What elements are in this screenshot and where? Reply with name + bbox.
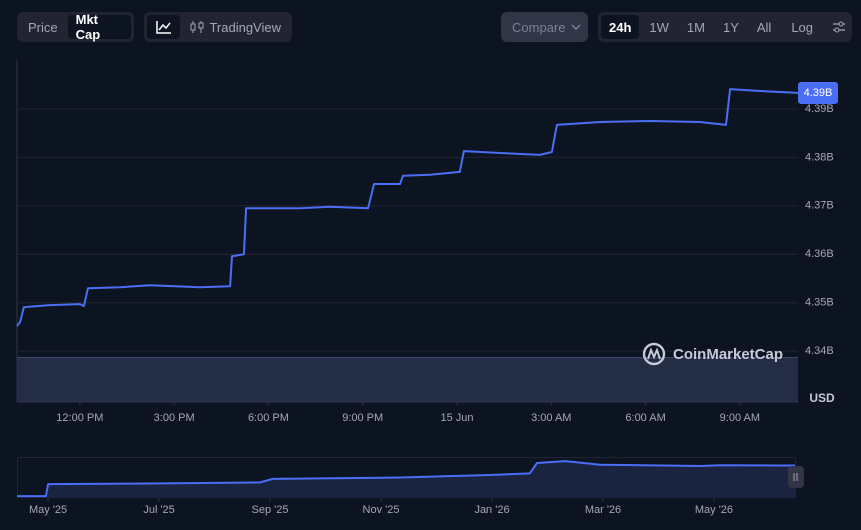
line-series	[17, 460, 795, 498]
y-tick-label: 4.37B	[805, 200, 834, 212]
line-series	[16, 88, 799, 327]
watermark-text: CoinMarketCap	[673, 346, 783, 363]
toggle-button[interactable]: Mkt Cap	[67, 12, 131, 42]
y-tick-label: 4.38B	[805, 151, 834, 163]
x-tick-label: Sep '25	[252, 504, 289, 516]
tradingview-button[interactable]: TradingView	[182, 15, 289, 39]
x-tick-label: 9:00 PM	[342, 412, 383, 424]
x-tick-label: 9:00 AM	[720, 412, 760, 424]
icon	[833, 21, 846, 33]
button-label: TradingView	[209, 19, 281, 35]
chevron	[571, 24, 581, 30]
watermark: CoinMarketCap	[642, 342, 783, 366]
volume-band	[17, 357, 798, 402]
y-tick-label: 4.39B	[805, 103, 834, 115]
y-unit-label: USD	[809, 391, 835, 405]
range-button[interactable]: 1W	[649, 19, 669, 35]
x-tick-label: 12:00 PM	[56, 412, 103, 424]
chart-type: TradingView	[144, 12, 292, 42]
y-tick-label: 4.36B	[805, 248, 834, 260]
compare-button[interactable]: Compare	[504, 15, 589, 39]
x-tick-label: Jan '26	[474, 504, 509, 516]
x-tick-label: May '25	[29, 504, 67, 516]
log-button[interactable]: Log	[791, 19, 814, 35]
compare-dropdown[interactable]: Compare	[501, 12, 588, 42]
x-tick-label: Jul '25	[143, 504, 174, 516]
icon	[155, 21, 171, 34]
x-tick-label: 6:00 AM	[625, 412, 665, 424]
x-tick-label: 3:00 AM	[531, 412, 571, 424]
range-button[interactable]: All	[756, 19, 772, 35]
line-area	[17, 461, 795, 498]
view-toggle: Price Mkt Cap	[17, 12, 134, 42]
x-tick-label: May '26	[695, 504, 733, 516]
toggle-button[interactable]: Price	[28, 19, 58, 35]
x-tick-label: 3:00 PM	[154, 412, 195, 424]
navigator-handle[interactable]	[788, 466, 804, 488]
range-selector: 24h 1W 1M 1Y All Log	[598, 12, 852, 42]
x-tick-label: 15 Jun	[440, 412, 473, 424]
x-tick-label: 6:00 PM	[248, 412, 289, 424]
line-chart-button[interactable]	[147, 15, 181, 39]
current-value-label: 4.39B	[804, 87, 833, 99]
settings-button[interactable]	[825, 15, 853, 39]
x-tick-label: Nov '25	[363, 504, 400, 516]
range-button[interactable]: 1M	[686, 19, 705, 35]
button-label: Compare	[512, 19, 566, 35]
current-value-box	[798, 81, 838, 104]
x-tick-label: Mar '26	[585, 504, 621, 516]
range-button[interactable]: 24h	[601, 15, 640, 39]
icon	[190, 21, 204, 33]
y-tick-label: 4.34B	[805, 345, 834, 357]
y-tick-label: 4.35B	[805, 297, 834, 309]
range-button[interactable]: 1Y	[722, 19, 739, 35]
